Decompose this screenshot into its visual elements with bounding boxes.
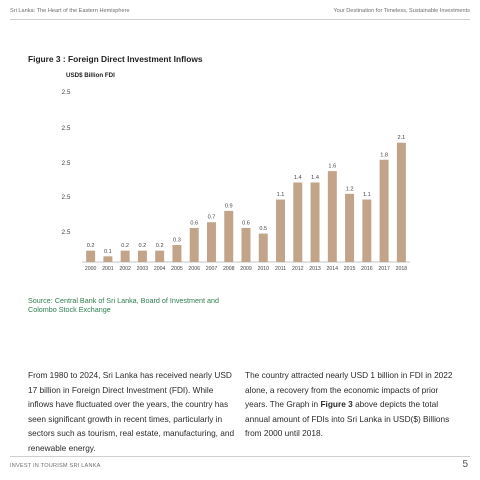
bar-value-label: 1.2 (346, 186, 354, 192)
footer-text: INVEST IN TOURISM SRI LANKA (10, 463, 101, 469)
bar-value-label: 0.2 (121, 243, 129, 249)
bar-value-label: 0.3 (173, 237, 181, 243)
x-tick-label: 2017 (378, 266, 390, 272)
bar (379, 159, 389, 262)
y-tick-label: 2.5 (62, 194, 71, 201)
x-tick-label: 2000 (85, 266, 97, 272)
x-tick-label: 2010 (257, 266, 269, 272)
bar (396, 142, 406, 262)
x-tick-label: 2003 (137, 266, 149, 272)
y-tick-label: 2.5 (62, 229, 71, 236)
body-text-left: From 1980 to 2024, Sri Lanka has receive… (28, 370, 235, 453)
header-left-text: Sri Lanka: The Heart of the Eastern Hemi… (10, 8, 130, 14)
body-text-right-part1: The country attracted nearly USD 1 billi… (245, 370, 453, 410)
bar (241, 227, 251, 262)
bar (362, 199, 372, 262)
bar-value-label: 0.7 (208, 215, 216, 221)
bar-value-label: 1.1 (363, 192, 371, 198)
bar (86, 250, 96, 262)
bar (155, 250, 165, 262)
bar-value-label: 0.2 (156, 243, 164, 249)
bar (345, 193, 355, 262)
bar-value-label: 0.6 (242, 220, 250, 226)
x-tick-label: 2001 (102, 266, 114, 272)
x-tick-label: 2006 (188, 266, 200, 272)
y-tick-label: 2.5 (62, 125, 71, 132)
page-number: 5 (462, 459, 468, 470)
chart-svg: USD$ Billion FDI 2.5 2.5 2.5 2.5 2.5 0.2 2000 0.… (62, 72, 410, 272)
bar (327, 171, 337, 262)
x-tick-label: 2008 (223, 266, 235, 272)
body-text-right-part2: above depicts the total annual amount of… (245, 399, 450, 439)
bar-value-label: 0.2 (139, 243, 147, 249)
figure-reference: Figure 3 (320, 399, 353, 410)
bar-value-label: 1.8 (380, 152, 388, 158)
bar (310, 182, 320, 262)
x-tick-label: 2011 (275, 266, 286, 272)
bar-value-label: 0.2 (87, 243, 95, 249)
x-tick-label: 2014 (327, 266, 339, 272)
x-tick-label: 2013 (309, 266, 321, 272)
bar-value-label: 0.5 (259, 226, 267, 232)
bar-value-label: 0.1 (104, 249, 112, 255)
footer-divider (10, 456, 470, 457)
bar (172, 244, 182, 262)
body-text-right: The country attracted nearly USD 1 billi… (245, 368, 457, 441)
y-axis-title: USD$ Billion FDI (66, 72, 115, 79)
fdi-bar-chart: USD$ Billion FDI 2.5 2.5 2.5 2.5 2.5 0.2 2000 0.… (40, 70, 420, 280)
x-tick-label: 2009 (240, 266, 252, 272)
bar (137, 250, 147, 262)
bar (258, 233, 268, 262)
x-tick-label: 2018 (396, 266, 408, 272)
x-tick-label: 2015 (344, 266, 356, 272)
bar-value-label: 1.4 (311, 175, 319, 181)
x-tick-label: 2007 (206, 266, 218, 272)
bar (276, 199, 286, 262)
header-right-text: Your Destination for Timeless, Sustainab… (333, 8, 470, 14)
figure-title: Figure 3 : Foreign Direct Investment Inf… (28, 54, 203, 64)
bar (206, 222, 216, 262)
bar (224, 210, 234, 262)
bar-value-label: 1.6 (328, 164, 336, 170)
x-tick-label: 2005 (171, 266, 183, 272)
x-tick-label: 2012 (292, 266, 304, 272)
bar-value-label: 1.4 (294, 175, 302, 181)
y-tick-label: 2.5 (62, 89, 71, 96)
chart-source: Source: Central Bank of Sri Lanka, Board… (28, 296, 219, 315)
x-tick-label: 2002 (119, 266, 131, 272)
bar-value-label: 2.1 (397, 135, 405, 141)
bar (189, 227, 199, 262)
x-tick-label: 2004 (154, 266, 166, 272)
header-divider (10, 19, 470, 20)
y-tick-label: 2.5 (62, 160, 71, 167)
x-tick-label: 2016 (361, 266, 373, 272)
bar-value-label: 0.9 (225, 203, 233, 209)
bar (103, 256, 113, 262)
bar (120, 250, 130, 262)
bar-value-label: 1.1 (277, 192, 285, 198)
bar (293, 182, 303, 262)
bar-value-label: 0.6 (190, 220, 198, 226)
